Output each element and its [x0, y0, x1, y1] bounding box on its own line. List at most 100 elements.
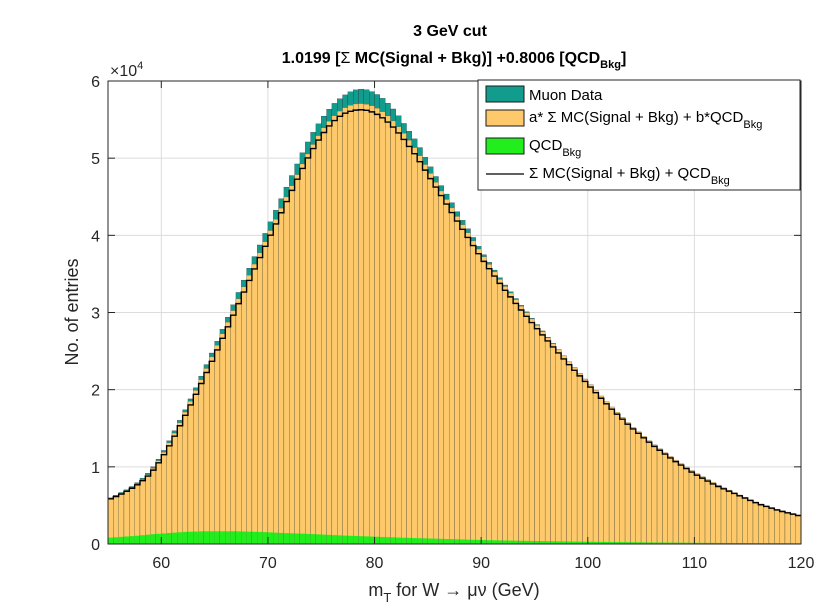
bar-qcd-25: [241, 531, 247, 544]
bar-qcd-100: [641, 542, 647, 544]
bar-qcd-21: [219, 531, 226, 544]
bar-fit-74: [502, 286, 508, 545]
bar-qcd-55: [401, 537, 407, 544]
bar-fit-83: [550, 343, 556, 545]
title2-post: ]: [621, 50, 626, 67]
bar-qcd-105: [667, 542, 674, 544]
bar-fit-80: [534, 325, 540, 545]
bar-qcd-59: [422, 538, 428, 544]
bar-qcd-115: [721, 542, 727, 544]
bar-fit-52: [385, 115, 391, 545]
bar-fit-106: [672, 459, 679, 545]
y-tick-label-1: 1: [91, 460, 100, 477]
bar-qcd-19: [209, 531, 215, 544]
bar-fit-84: [555, 349, 562, 545]
bar-fit-75: [507, 292, 514, 545]
bar-qcd-81: [539, 541, 546, 544]
bar-qcd-10: [161, 533, 167, 544]
bar-fit-46: [353, 103, 359, 545]
bar-qcd-27: [251, 531, 258, 544]
bar-qcd-84: [555, 541, 562, 544]
bar-qcd-63: [443, 538, 450, 544]
bar-fit-33: [283, 196, 290, 545]
bar-qcd-18: [203, 531, 210, 544]
bar-fit-2: [118, 493, 125, 545]
bar-qcd-78: [523, 540, 530, 544]
bar-fit-44: [342, 107, 349, 545]
bar-qcd-98: [630, 542, 636, 544]
bar-qcd-95: [614, 542, 620, 544]
y-tick-label-3: 3: [91, 306, 100, 323]
bar-fit-126: [779, 510, 786, 545]
chart-title-line2: 1.0199 [Σ MC(Signal + Bkg)] +0.8006 [QCD…: [282, 50, 627, 71]
bar-fit-116: [726, 489, 732, 545]
bar-fit-78: [523, 312, 530, 545]
bar-fit-70: [481, 256, 487, 545]
bar-qcd-29: [262, 532, 268, 544]
bar-fit-29: [262, 241, 269, 545]
bar-qcd-0: [108, 537, 114, 544]
bar-fit-98: [630, 427, 636, 545]
bar-fit-56: [406, 140, 413, 545]
bar-fit-58: [417, 155, 423, 545]
legend-label-data: Muon Data: [529, 87, 603, 104]
legend-swatch-fit: [485, 109, 525, 127]
bar-qcd-61: [433, 538, 439, 544]
bar-fit-39: [315, 135, 322, 545]
bar-qcd-52: [385, 537, 391, 544]
bar-fit-112: [704, 479, 711, 545]
bar-qcd-1: [113, 537, 119, 544]
bar-qcd-76: [513, 540, 519, 544]
y-axis-label: No. of entries: [62, 258, 82, 365]
bar-qcd-33: [283, 533, 290, 544]
xlabel-pre: m: [368, 580, 383, 600]
bar-fit-73: [496, 279, 503, 545]
bar-qcd-11: [166, 533, 172, 544]
bar-fit-26: [246, 275, 253, 545]
legend-label-mc-line: Σ MC(Signal + Bkg) + QCDBkg: [529, 165, 730, 187]
bar-fit-9: [155, 460, 162, 545]
bar-qcd-26: [246, 531, 252, 544]
bar-fit-15: [187, 401, 194, 545]
legend: Muon Data a* Σ MC(Signal + Bkg) + b*QCDB…: [477, 79, 801, 191]
title2-sigma: Σ: [340, 50, 350, 67]
bar-qcd-110: [694, 542, 700, 544]
bar-fit-65: [454, 216, 460, 545]
legend-label-fit: a* Σ MC(Signal + Bkg) + b*QCDBkg: [529, 109, 762, 131]
bar-qcd-89: [582, 541, 588, 544]
bar-fit-24: [235, 298, 242, 545]
bar-fit-25: [241, 286, 247, 545]
title2-mid: MC(Signal + Bkg)] +0.8006 [QCD: [350, 50, 600, 67]
bar-fit-45: [347, 105, 354, 545]
bar-qcd-51: [379, 536, 386, 544]
bar-fit-31: [273, 219, 279, 545]
bar-fit-110: [694, 473, 700, 545]
bar-fit-105: [667, 456, 674, 545]
title2-sub: Bkg: [600, 59, 621, 71]
bar-fit-22: [225, 321, 231, 545]
bar-fit-66: [459, 224, 466, 545]
chart-title-line1: 3 GeV cut: [413, 23, 487, 40]
y-exponent-power: 4: [137, 60, 143, 72]
bar-qcd-87: [571, 541, 578, 544]
bar-fit-97: [624, 422, 631, 545]
bar-qcd-4: [129, 536, 135, 544]
bar-fit-42: [331, 115, 338, 545]
bar-qcd-64: [449, 539, 455, 544]
bar-qcd-36: [299, 533, 306, 544]
y-tick-label-5: 5: [91, 151, 100, 168]
bar-fit-114: [715, 484, 722, 545]
bar-qcd-3: [123, 536, 130, 544]
bar-fit-34: [289, 185, 295, 545]
x-tick-label-4: 100: [574, 555, 601, 572]
bar-qcd-71: [486, 540, 492, 544]
bar-qcd-35: [294, 533, 300, 544]
bar-fit-48: [363, 104, 370, 545]
x-tick-label-6: 120: [788, 555, 815, 572]
bar-fit-64: [449, 207, 455, 545]
bar-qcd-104: [662, 542, 668, 544]
bar-fit-86: [566, 361, 572, 545]
legend-label-qcd: QCDBkg: [529, 137, 581, 159]
bar-qcd-54: [395, 537, 402, 544]
legend-qcd-sub: Bkg: [562, 147, 581, 159]
